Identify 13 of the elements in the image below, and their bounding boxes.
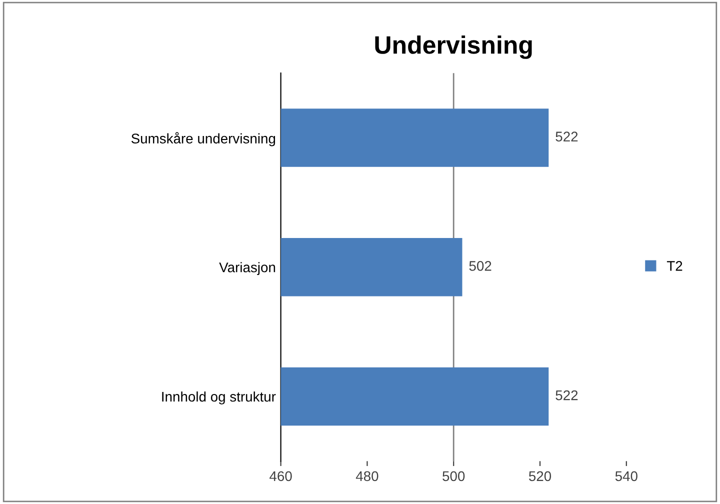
legend-label: T2 bbox=[666, 261, 682, 271]
y-tick-label: Variasjon bbox=[219, 262, 276, 276]
data-label: 502 bbox=[469, 261, 492, 271]
x-tick-label: 460 bbox=[270, 471, 292, 482]
x-tick-label: 520 bbox=[528, 471, 552, 482]
y-tick-label: Sumskåre undervisning bbox=[131, 132, 276, 146]
y-tick-label: Innhold og struktur bbox=[162, 391, 276, 404]
data-label: 522 bbox=[556, 390, 578, 400]
x-tick-label: 500 bbox=[442, 471, 465, 482]
x-tick-label: 540 bbox=[615, 471, 638, 482]
x-tick-label: 480 bbox=[356, 471, 378, 482]
data-label: 522 bbox=[556, 132, 578, 142]
chart-title: Undervisning bbox=[375, 36, 532, 59]
